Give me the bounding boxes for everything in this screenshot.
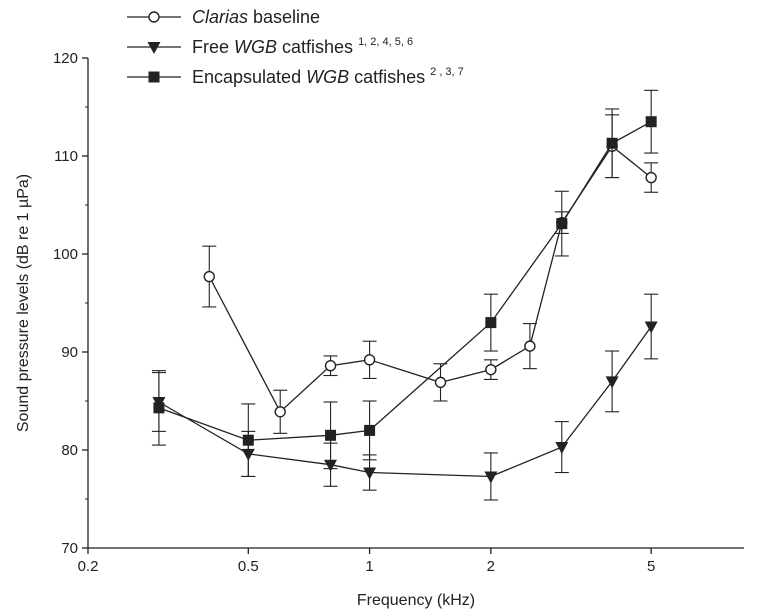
series-line <box>158 326 652 478</box>
circle-marker <box>274 406 286 418</box>
legend-label-part: WGB <box>234 37 277 57</box>
circle-marker <box>203 270 215 283</box>
x-tick-label: 0.2 <box>78 558 99 575</box>
series-1 <box>202 114 659 434</box>
axes: 0.2 0.5 1 2 5 70 80 90 100 110 120 Frequency (kHz… <box>15 50 744 609</box>
series-2 <box>151 293 659 501</box>
square-marker <box>242 434 254 446</box>
legend-item-2: Free WGB catfishes 1, 2, 4, 5, 6 <box>127 36 413 57</box>
legend: Clarias baseline Free WGB catfishes 1, 2,… <box>127 7 464 87</box>
square-marker <box>153 402 165 414</box>
square-marker <box>645 116 657 128</box>
legend-label: Clarias baseline <box>192 7 320 27</box>
legend-label-part: catfishes <box>277 37 358 57</box>
circle-marker <box>524 340 536 352</box>
y-tick-label: 100 <box>53 246 78 263</box>
plot-area <box>151 89 659 501</box>
triangle-marker <box>363 467 377 480</box>
square-marker <box>485 317 497 329</box>
circle-marker <box>434 376 447 389</box>
y-axis-label: Sound pressure levels (dB re 1 µPa) <box>15 174 32 432</box>
legend-label: Free WGB catfishes 1, 2, 4, 5, 6 <box>192 36 413 57</box>
square-marker <box>364 424 376 436</box>
square-marker <box>556 218 568 230</box>
legend-label-part: 2 , 3, 7 <box>430 66 464 78</box>
legend-item-3: Encapsulated WGB catfishes 2 , 3, 7 <box>127 66 464 87</box>
legend-label-part: baseline <box>248 7 320 27</box>
legend-label-part: Free <box>192 37 234 57</box>
legend-label: Encapsulated WGB catfishes 2 , 3, 7 <box>192 66 464 87</box>
circle-marker <box>324 360 337 372</box>
triangle-marker <box>555 442 569 455</box>
legend-label-part: Clarias <box>192 7 248 27</box>
triangle-marker <box>605 376 619 389</box>
legend-label-part: WGB <box>306 67 349 87</box>
triangle-marker <box>644 321 658 334</box>
legend-item-1: Clarias baseline <box>127 7 320 27</box>
circle-marker <box>645 171 657 184</box>
legend-circle-marker <box>148 11 160 23</box>
y-tick-label: 110 <box>54 148 78 165</box>
x-tick-label: 1 <box>365 558 373 575</box>
y-tick-label: 90 <box>61 344 78 361</box>
square-marker <box>606 137 618 149</box>
square-marker <box>325 429 337 441</box>
x-tick-label: 0.5 <box>238 558 259 575</box>
y-tick-label: 80 <box>61 442 78 459</box>
legend-label-part: 1, 2, 4, 5, 6 <box>358 36 413 48</box>
circle-marker <box>363 354 376 366</box>
series-3 <box>151 89 659 478</box>
x-tick-label: 2 <box>487 558 495 575</box>
y-ticks: 70 80 90 100 110 120 <box>53 50 88 557</box>
legend-label-part: catfishes <box>349 67 430 87</box>
legend-triangle-marker <box>147 42 161 54</box>
circle-marker <box>485 363 497 376</box>
triangle-marker <box>484 471 498 484</box>
x-axis-label: Frequency (kHz) <box>357 592 475 609</box>
series-line <box>158 121 652 441</box>
legend-label-part: Encapsulated <box>192 67 306 87</box>
y-tick-label: 120 <box>53 50 78 67</box>
y-tick-label: 70 <box>61 540 78 557</box>
x-ticks: 0.2 0.5 1 2 5 <box>78 548 655 575</box>
legend-square-marker <box>148 71 160 83</box>
x-tick-label: 5 <box>647 558 655 575</box>
